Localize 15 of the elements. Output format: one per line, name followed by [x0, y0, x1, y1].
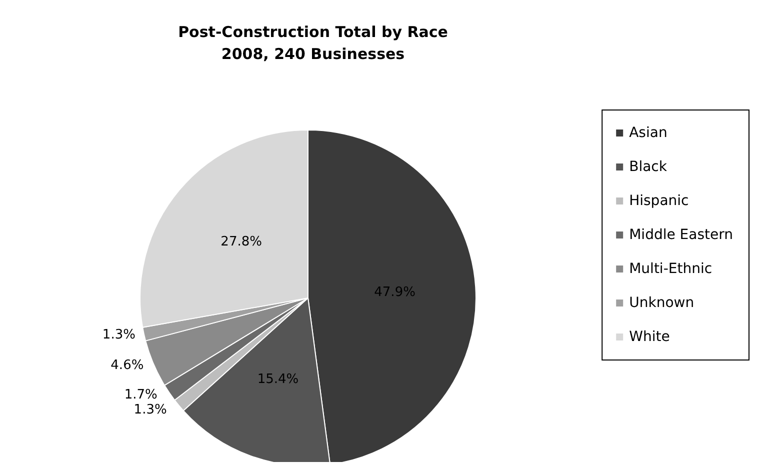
data-label: 1.7%: [124, 388, 158, 403]
legend-label: Middle Eastern: [629, 227, 734, 243]
chart-title: Post-Construction Total by Race 2008, 240 Businesses: [178, 23, 448, 63]
legend-label: Unknown: [629, 295, 694, 311]
data-label: 4.6%: [110, 358, 144, 373]
legend-label: White: [629, 329, 670, 345]
data-label: 15.4%: [257, 372, 299, 388]
data-label: 1.3%: [102, 327, 136, 342]
data-label: 47.9%: [374, 284, 416, 300]
legend-label: Hispanic: [629, 193, 689, 209]
data-label: 1.3%: [134, 402, 167, 418]
legend-label: Asian: [629, 125, 668, 141]
legend-label: Black: [629, 159, 668, 175]
data-label: 27.8%: [220, 234, 262, 250]
legend-label: Multi-Ethnic: [629, 261, 712, 277]
